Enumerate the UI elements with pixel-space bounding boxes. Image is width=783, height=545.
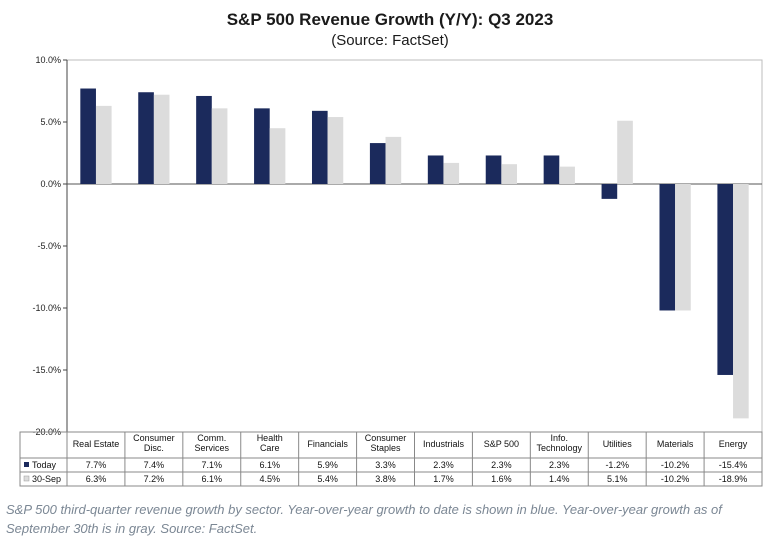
bar-today: [311, 110, 328, 184]
y-tick-label: -15.0%: [32, 365, 61, 375]
bar-today: [659, 184, 676, 311]
category-label: Consumer: [133, 433, 175, 443]
bar-today: [80, 88, 96, 184]
bar-30-sep: [153, 94, 170, 184]
data-label: 6.1%: [202, 474, 223, 484]
bar-30-sep: [385, 136, 402, 184]
data-label: 1.6%: [491, 474, 512, 484]
category-label: Energy: [719, 439, 748, 449]
data-label: 5.4%: [317, 474, 338, 484]
plot-area: 10.0%5.0%0.0%-5.0%-10.0%-15.0%-20.0%: [32, 55, 763, 437]
bar-30-sep: [733, 184, 749, 419]
category-label: Consumer: [365, 433, 407, 443]
category-label: Financials: [307, 439, 348, 449]
data-label: -1.2%: [605, 460, 629, 470]
data-label: 7.7%: [86, 460, 107, 470]
legend-swatch: [24, 462, 29, 467]
data-label: 3.3%: [375, 460, 396, 470]
bar-30-sep: [327, 117, 344, 184]
bar-today: [543, 155, 560, 184]
bar-30-sep: [559, 166, 575, 184]
bar-today: [369, 143, 386, 184]
category-label: Materials: [657, 439, 694, 449]
bar-today: [254, 108, 270, 184]
category-label: Info.: [551, 433, 569, 443]
data-label: 2.3%: [491, 460, 512, 470]
category-label: Real Estate: [73, 439, 120, 449]
category-label: S&P 500: [484, 439, 519, 449]
data-label: 7.1%: [202, 460, 223, 470]
data-label: 2.3%: [549, 460, 570, 470]
y-tick-label: 0.0%: [40, 179, 61, 189]
data-label: -15.4%: [719, 460, 748, 470]
category-label: Comm.: [197, 433, 226, 443]
bar-today: [196, 95, 212, 184]
bar-30-sep: [501, 164, 518, 184]
category-label: Services: [195, 443, 230, 453]
data-label: 6.1%: [259, 460, 280, 470]
bar-30-sep: [675, 184, 691, 311]
data-label: 6.3%: [86, 474, 107, 484]
data-label: 2.3%: [433, 460, 454, 470]
data-label: 5.1%: [607, 474, 628, 484]
bar-today: [138, 92, 154, 184]
legend-swatch: [23, 475, 30, 482]
data-label: -18.9%: [719, 474, 748, 484]
bar-chart: S&P 500 Revenue Growth (Y/Y): Q3 2023 (S…: [19, 10, 763, 487]
y-tick-label: 10.0%: [35, 55, 61, 65]
y-tick-label: 5.0%: [40, 117, 61, 127]
data-label: -10.2%: [661, 474, 690, 484]
y-tick-label: -5.0%: [37, 241, 61, 251]
category-label: Care: [260, 443, 280, 453]
plot-border: [66, 59, 763, 433]
data-label: 3.8%: [375, 474, 396, 484]
data-label: 7.2%: [144, 474, 165, 484]
data-label: 5.9%: [317, 460, 338, 470]
bar-today: [717, 184, 734, 375]
bar-30-sep: [617, 120, 633, 184]
bar-30-sep: [95, 105, 112, 184]
bar-30-sep: [269, 128, 286, 184]
data-label: 4.5%: [259, 474, 280, 484]
bar-30-sep: [211, 108, 228, 184]
data-label: 7.4%: [144, 460, 165, 470]
chart-title: S&P 500 Revenue Growth (Y/Y): Q3 2023: [227, 10, 554, 29]
category-label: Staples: [371, 443, 402, 453]
data-label: -10.2%: [661, 460, 690, 470]
bar-today: [485, 155, 502, 184]
bar-30-sep: [443, 162, 460, 184]
category-label: Disc.: [144, 443, 164, 453]
legend-label: 30-Sep: [32, 474, 61, 484]
category-label: Health: [257, 433, 283, 443]
bar-today: [427, 155, 444, 184]
category-label: Industrials: [423, 439, 465, 449]
data-label: 1.7%: [433, 474, 454, 484]
figure-caption: S&P 500 third-quarter revenue growth by …: [6, 502, 722, 536]
category-label: Technology: [537, 443, 583, 453]
category-label: Utilities: [603, 439, 633, 449]
y-tick-label: -10.0%: [32, 303, 61, 313]
data-label: 1.4%: [549, 474, 570, 484]
legend-label: Today: [32, 460, 57, 470]
bar-today: [601, 184, 618, 199]
data-table: Real EstateConsumerDisc.Comm.ServicesHea…: [19, 431, 763, 487]
chart-subtitle: (Source: FactSet): [331, 32, 449, 49]
chart-frame: S&P 500 Revenue Growth (Y/Y): Q3 2023 (S…: [2, 0, 777, 490]
